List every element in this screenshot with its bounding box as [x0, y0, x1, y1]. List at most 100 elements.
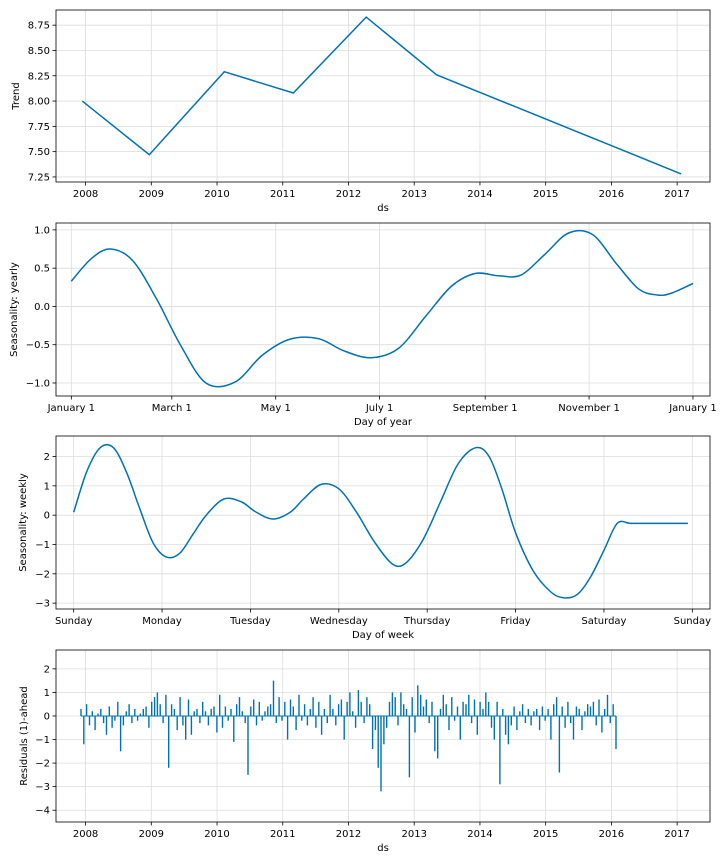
- residual-bar: [405, 708, 408, 716]
- residual-bar: [318, 701, 320, 716]
- residual-bar: [374, 716, 377, 731]
- x-tick-label: July 1: [365, 403, 394, 414]
- x-tick-label: November 1: [558, 403, 620, 414]
- residual-bar: [533, 711, 535, 716]
- residual-bar: [83, 716, 85, 745]
- residual-bar: [459, 716, 461, 740]
- residual-bar: [451, 697, 453, 716]
- residual-bar: [400, 692, 402, 716]
- y-axis-label: Trend: [11, 82, 22, 110]
- residual-bar: [207, 716, 210, 726]
- residual-bar: [570, 716, 572, 724]
- residual-bar: [553, 704, 555, 716]
- residual-bar: [117, 701, 119, 716]
- residual-bar: [295, 716, 297, 731]
- residual-bar: [524, 716, 527, 724]
- residual-bar: [187, 699, 190, 716]
- residual-bar: [456, 706, 459, 716]
- residual-bar: [346, 701, 348, 716]
- residual-bar: [414, 716, 416, 733]
- residual-bar: [352, 711, 354, 716]
- residual-bar: [179, 697, 181, 716]
- residual-bar: [482, 708, 484, 716]
- residual-bar: [269, 704, 272, 716]
- y-tick-label: −4: [35, 806, 50, 817]
- residual-bar: [604, 708, 606, 716]
- residual-bar: [278, 697, 280, 716]
- residual-bar: [151, 701, 153, 716]
- y-tick-label: 7.75: [28, 122, 50, 133]
- y-tick-label: 0: [44, 711, 50, 722]
- x-tick-label: 2009: [139, 189, 164, 200]
- residual-bar: [538, 716, 541, 731]
- x-tick-label: 2017: [664, 189, 689, 200]
- residual-bar: [394, 697, 396, 716]
- y-tick-label: 1.0: [34, 225, 50, 236]
- residual-bar: [204, 711, 207, 716]
- residual-bar: [516, 716, 518, 731]
- residual-bar: [292, 706, 294, 716]
- x-tick-label: Friday: [500, 616, 530, 627]
- trend-line: [81, 16, 682, 175]
- residual-bar: [420, 694, 422, 716]
- residual-bar: [134, 708, 136, 716]
- residual-bar: [369, 704, 371, 716]
- x-tick-label: Monday: [142, 616, 182, 627]
- residual-bar: [100, 708, 102, 716]
- y-tick-label: 7.50: [28, 147, 50, 158]
- residual-bar: [541, 706, 544, 716]
- x-tick-label: 2011: [270, 189, 295, 200]
- residual-bar: [159, 704, 161, 716]
- residuals-panel: 2008 2009 2010 2011 2012 2013 2014 2015 2016 2017…: [19, 649, 711, 854]
- y-tick-label: 2: [44, 452, 50, 463]
- residual-bar: [434, 716, 436, 752]
- x-tick-label: 2015: [533, 189, 558, 200]
- x-tick-label: Thursday: [403, 616, 451, 627]
- y-tick-label: −1: [35, 540, 50, 551]
- y-tick-label: 2: [44, 664, 50, 675]
- residual-bar: [397, 716, 399, 726]
- residual-bar: [247, 716, 249, 775]
- residual-bar: [145, 706, 147, 716]
- y-tick-label: 8.00: [28, 97, 50, 108]
- residual-bar: [589, 706, 592, 716]
- x-axis-label: Day of year: [354, 417, 413, 428]
- residual-bar: [329, 694, 331, 716]
- residual-bar: [301, 716, 303, 721]
- residual-bar: [476, 716, 478, 735]
- residual-bar: [357, 690, 360, 716]
- residual-bar: [298, 694, 300, 716]
- y-axis-label: Seasonality: yearly: [9, 262, 20, 357]
- residual-bar: [595, 716, 597, 726]
- residual-bar: [366, 697, 368, 716]
- residual-bar: [227, 716, 229, 721]
- residual-bar: [272, 680, 275, 716]
- x-tick-label: May 1: [261, 403, 291, 414]
- residual-bar: [122, 716, 125, 726]
- residual-bar: [196, 708, 198, 716]
- yearly-seasonality-panel: January 1 March 1 May 1 July 1 September 1 No…: [9, 222, 717, 428]
- residual-bar: [354, 716, 357, 728]
- residual-bar: [445, 704, 447, 716]
- residual-bar: [473, 699, 476, 716]
- residual-bar: [185, 716, 187, 740]
- residual-bar: [241, 711, 243, 716]
- residual-bar: [470, 716, 473, 724]
- residual-bar: [417, 685, 419, 716]
- residual-bar: [165, 694, 167, 716]
- residual-bar: [261, 716, 263, 721]
- residual-bar: [94, 716, 96, 731]
- residual-bar: [587, 704, 589, 716]
- x-tick-label: 2012: [336, 189, 361, 200]
- residual-bar: [615, 716, 617, 749]
- residual-bar: [264, 711, 266, 716]
- residual-bar: [380, 716, 382, 792]
- residual-bar: [332, 708, 334, 716]
- x-tick-label: 2016: [599, 189, 624, 200]
- residual-bar: [85, 704, 88, 716]
- residual-bar: [499, 716, 501, 785]
- residual-bar: [363, 716, 365, 724]
- residual-bar: [521, 704, 524, 716]
- residual-bar: [411, 697, 413, 716]
- x-axis-label: ds: [377, 843, 389, 854]
